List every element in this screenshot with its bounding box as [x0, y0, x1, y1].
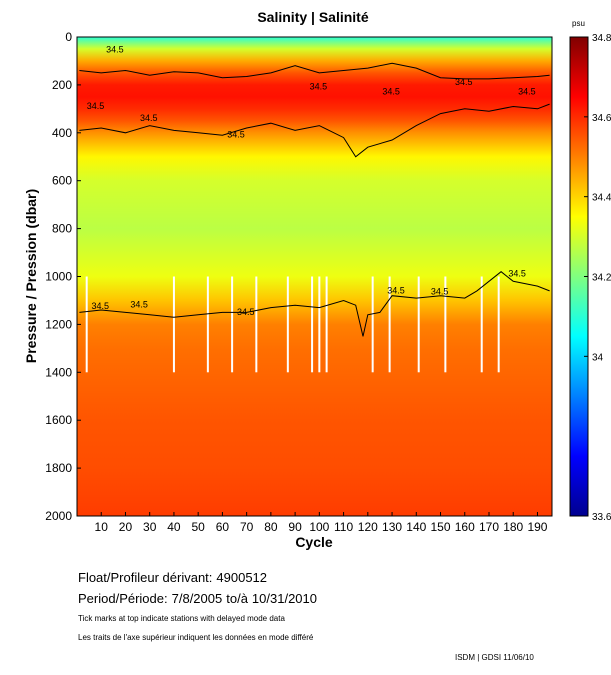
x-tick-label: 130: [382, 520, 402, 534]
missing-profile-gap: [206, 276, 209, 373]
missing-profile-gap: [311, 276, 314, 373]
colorbar-tick-label: 34.2: [592, 273, 611, 284]
x-tick-label: 30: [143, 520, 157, 534]
float-id: 4900512: [216, 570, 268, 585]
contour-label: 34.5: [508, 269, 526, 279]
colorbar-ticks: 33.6 34 34.2 34.4 34.6 34.8: [584, 33, 611, 523]
contour-label: 34.5: [140, 113, 158, 123]
x-axis: 10 20 30 40 50 60 70 80 90 100 110 120 130 140 150 160 1…: [95, 512, 548, 534]
y-axis: 0 200 400 600 800 1000 1200 1400 1600 1800 2000: [45, 30, 81, 523]
missing-profile-gap: [172, 276, 175, 373]
contour-lines: [79, 62, 550, 337]
contour-label: 34.5: [92, 301, 110, 311]
x-tick-label: 100: [309, 520, 329, 534]
y-tick-label: 600: [52, 174, 72, 188]
period-to: to/à: [226, 591, 248, 606]
x-tick-label: 20: [119, 520, 133, 534]
contour-label: 34.5: [87, 101, 105, 111]
x-tick-label: 180: [503, 520, 523, 534]
y-tick-label: 400: [52, 126, 72, 140]
contour-34-5-upper: [79, 62, 550, 80]
x-axis-label: Cycle: [295, 534, 333, 550]
x-tick-label: 110: [334, 520, 353, 534]
missing-profile-gap: [85, 276, 88, 373]
period-end: 10/31/2010: [251, 591, 317, 606]
x-tick-label: 50: [191, 520, 205, 534]
x-tick-label: 40: [167, 520, 181, 534]
contour-label: 34.5: [431, 286, 449, 296]
heatmap-background: [77, 37, 552, 516]
period-start: 7/8/2005: [171, 591, 223, 606]
contour-34-5-lower: [79, 103, 550, 158]
x-tick-label: 90: [288, 520, 302, 534]
missing-profile-gap: [444, 276, 447, 373]
x-tick-label: 170: [479, 520, 499, 534]
contour-labels: 34.5 34.5 34.5 34.5 34.5 34.5 34.5 34.5 34.5 34.5…: [87, 45, 536, 317]
y-tick-label: 1200: [45, 317, 72, 331]
x-tick-label: 80: [264, 520, 278, 534]
colorbar-tick-label: 34.4: [592, 193, 611, 204]
contour-label: 34.5: [130, 300, 148, 310]
missing-profile-gap: [231, 276, 234, 373]
x-tick-label: 190: [527, 520, 547, 534]
contour-label: 34.5: [518, 86, 536, 96]
y-tick-label: 1600: [45, 413, 72, 427]
missing-profile-gap: [480, 276, 483, 373]
y-tick-label: 0: [65, 30, 72, 44]
colorbar: psu 33.6 34 34.2 34.4 34.6 34.8: [569, 19, 611, 523]
y-tick-label: 1400: [45, 365, 72, 379]
missing-profile-gap: [325, 276, 328, 373]
contour-label: 34.5: [455, 77, 473, 87]
y-tick-label: 1000: [45, 270, 72, 284]
x-tick-label: 70: [240, 520, 254, 534]
contour-label: 34.5: [310, 82, 328, 92]
colorbar-tick-label: 34.6: [592, 113, 611, 124]
contour-label: 34.5: [227, 130, 245, 140]
colorbar-tick-label: 34.8: [592, 33, 611, 44]
float-label: Float/Profileur dérivant:: [78, 570, 213, 585]
missing-profile-gap: [371, 276, 374, 373]
x-tick-label: 160: [455, 520, 475, 534]
y-tick-label: 2000: [45, 509, 72, 523]
period-label: Period/Période:: [78, 591, 168, 606]
missing-profile-gap: [286, 276, 289, 373]
note-fr: Les traits de l'axe supérieur indiquent …: [78, 633, 314, 642]
colorbar-tick-label: 34: [592, 352, 604, 363]
missing-profile-gaps: [85, 276, 500, 373]
colorbar-unit: psu: [572, 19, 585, 28]
note-en: Tick marks at top indicate stations with…: [78, 614, 285, 623]
contour-label: 34.5: [382, 86, 400, 96]
contour-34-5-deep: [79, 271, 550, 337]
contour-label: 34.5: [106, 45, 124, 55]
contour-label: 34.5: [387, 285, 405, 295]
x-tick-label: 120: [358, 520, 378, 534]
y-tick-label: 200: [52, 78, 72, 92]
period-info: Period/Période: 7/8/2005 to/à 10/31/2010: [78, 591, 317, 606]
chart-title: Salinity | Salinité: [257, 9, 368, 25]
missing-profile-gap: [255, 276, 258, 373]
heatmap-area: 34.5 34.5 34.5 34.5 34.5 34.5 34.5 34.5 34.5 34.5…: [77, 37, 552, 516]
x-tick-label: 150: [431, 520, 451, 534]
y-tick-label: 800: [52, 222, 72, 236]
x-tick-label: 60: [216, 520, 230, 534]
missing-profile-gap: [417, 276, 420, 373]
colorbar-tick-label: 33.6: [592, 512, 611, 523]
float-info: Float/Profileur dérivant: 4900512: [78, 570, 267, 585]
missing-profile-gap: [497, 276, 500, 373]
y-axis-label: Pressure / Pression (dbar): [23, 189, 39, 363]
x-tick-label: 140: [406, 520, 426, 534]
credit: ISDM | GDSI 11/06/10: [455, 653, 534, 662]
missing-profile-gap: [318, 276, 321, 373]
missing-profile-gap: [388, 276, 391, 373]
y-tick-label: 1800: [45, 461, 72, 475]
contour-label: 34.5: [237, 307, 255, 317]
x-tick-label: 10: [95, 520, 109, 534]
